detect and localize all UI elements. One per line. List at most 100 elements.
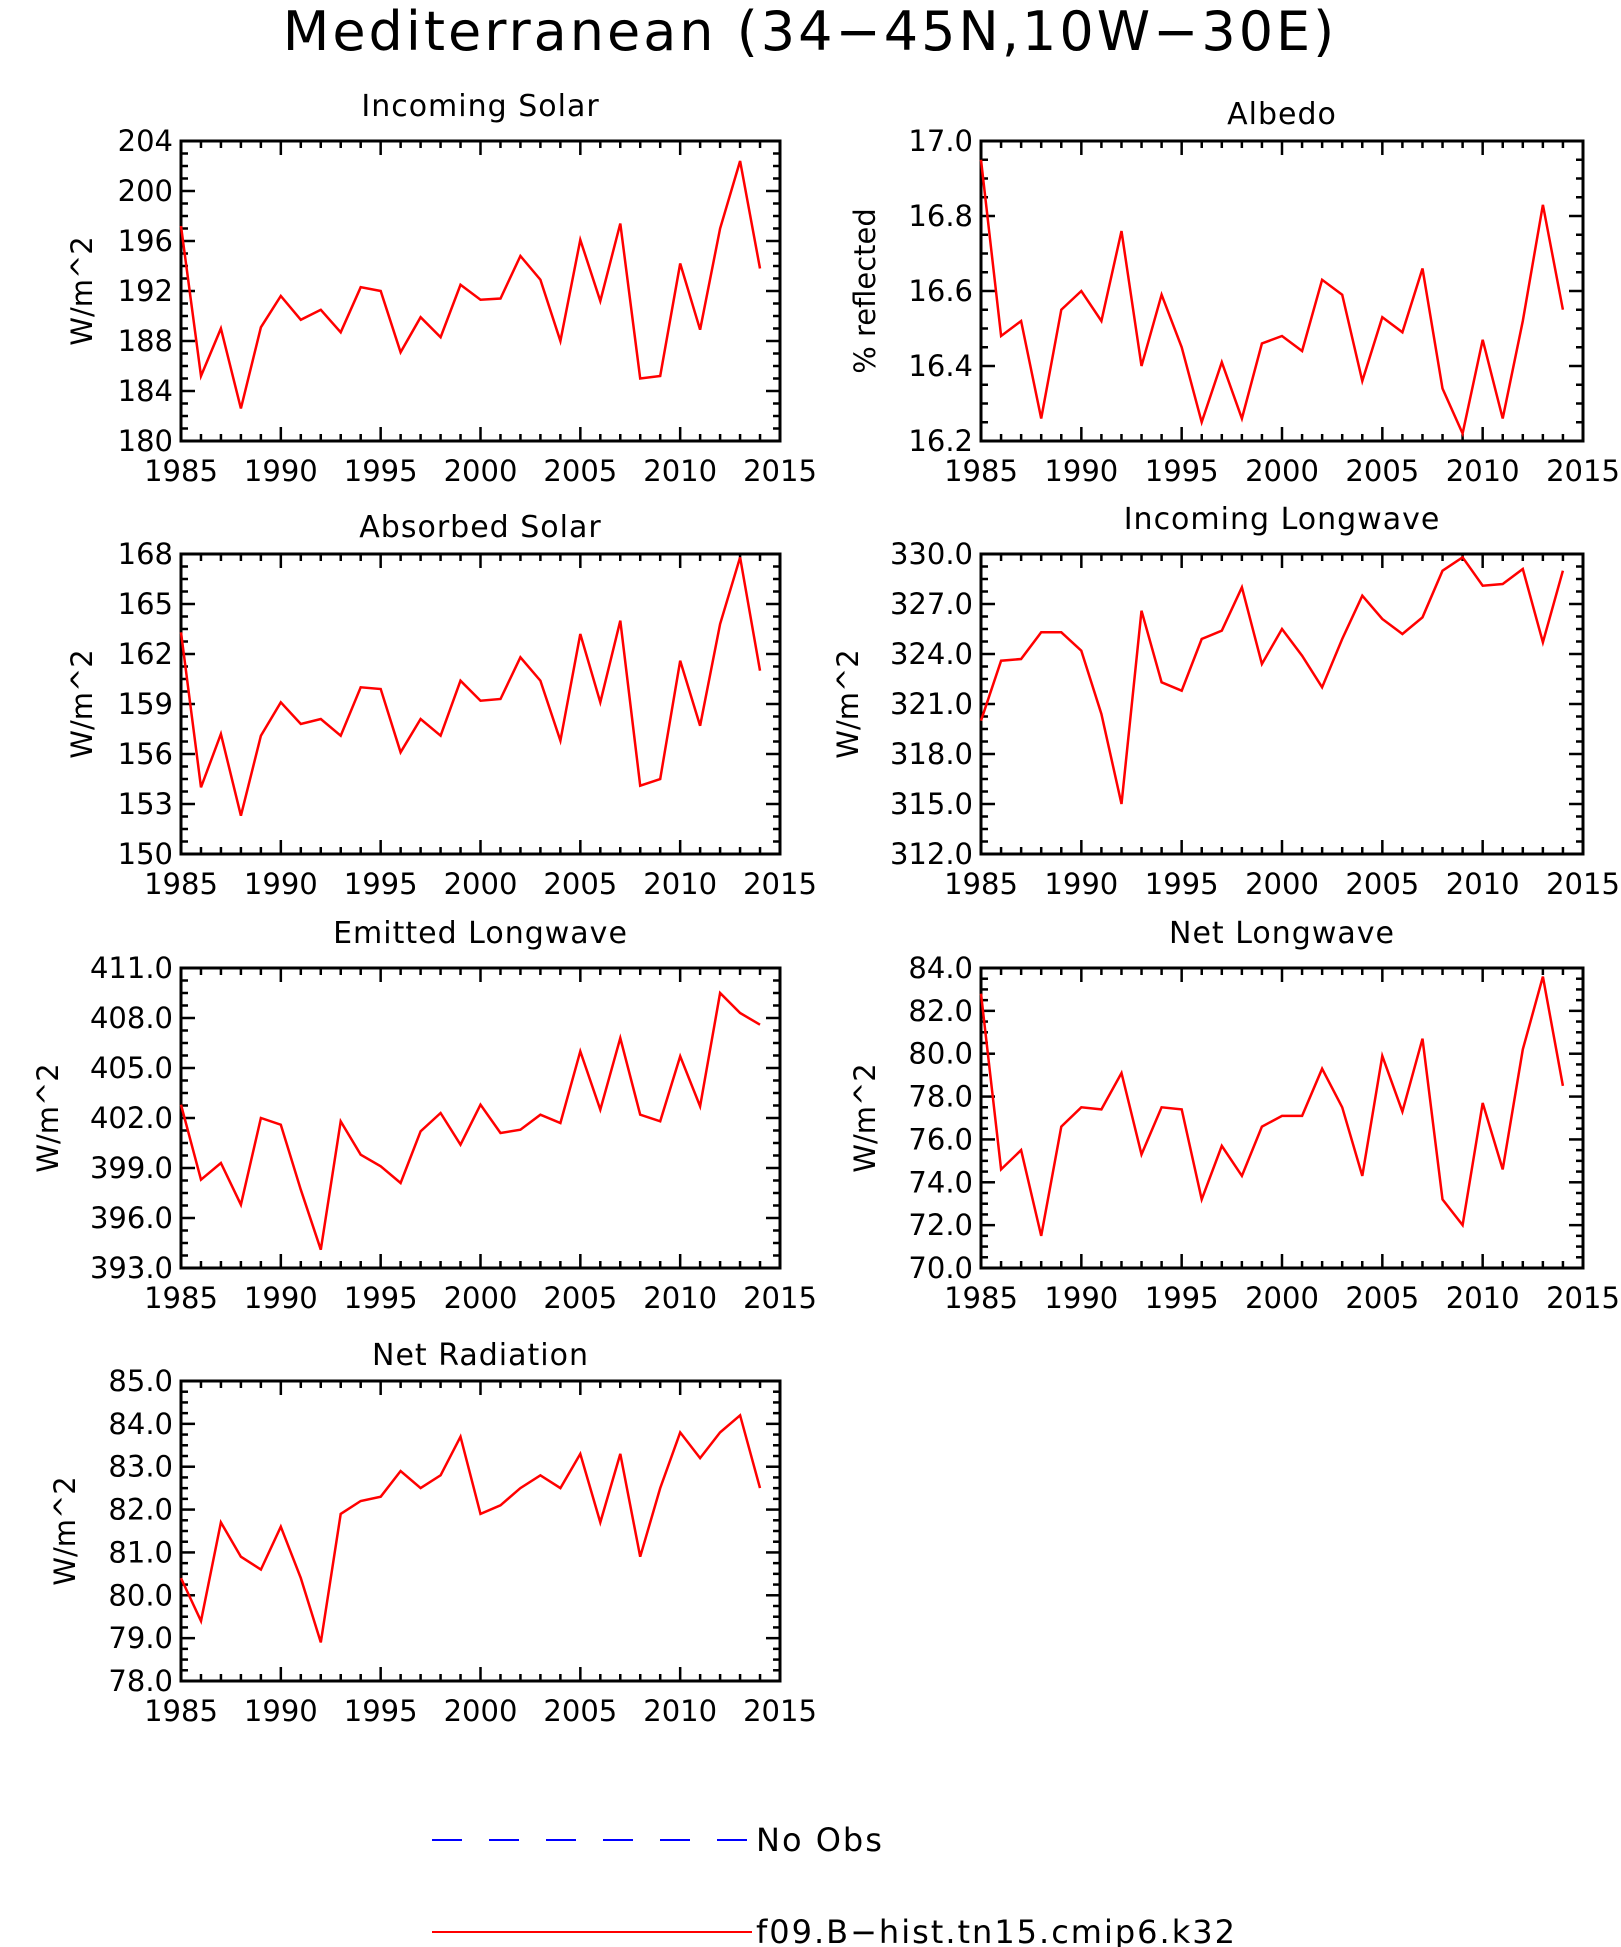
x-tick-label: 2005	[1345, 454, 1419, 488]
y-tick-label: 180	[118, 424, 173, 458]
y-tick-label: 196	[118, 224, 173, 258]
series-line-model	[179, 990, 761, 1251]
series-line-model	[979, 976, 1565, 1237]
y-tick-label: 327.0	[890, 587, 973, 621]
series-line-model	[979, 555, 1565, 805]
x-tick-label: 1995	[344, 1281, 418, 1315]
x-tick-label: 2015	[1546, 454, 1620, 488]
x-tick-label: 1990	[244, 1281, 318, 1315]
y-tick-label: 16.8	[908, 199, 973, 233]
y-tick-label: 82.0	[908, 994, 973, 1028]
y-tick-label: 16.2	[908, 424, 973, 458]
x-tick-label: 2005	[543, 1694, 617, 1728]
plot-frame	[979, 139, 1585, 443]
x-tick-label: 2010	[643, 454, 717, 488]
x-tick-label: 1995	[344, 454, 418, 488]
x-tick-label: 2015	[743, 867, 817, 901]
y-tick-label: 312.0	[890, 837, 973, 871]
x-tick-label: 1990	[244, 867, 318, 901]
x-tick-label: 2010	[643, 1281, 717, 1315]
plot-frame	[179, 966, 782, 1270]
x-tick-label: 2000	[1245, 1281, 1319, 1315]
y-tick-label: 150	[118, 837, 173, 871]
y-tick-label: 70.0	[908, 1251, 973, 1285]
y-tick-label: 315.0	[890, 787, 973, 821]
y-tick-label: 324.0	[890, 637, 973, 671]
y-axis-label: W/m^2	[848, 1063, 882, 1172]
series-line-model	[179, 160, 762, 409]
panel-title: Net Longwave	[1169, 916, 1395, 951]
x-tick-label: 2015	[1546, 867, 1620, 901]
y-tick-label: 393.0	[90, 1251, 173, 1285]
y-axis-label: % reflected	[848, 208, 882, 374]
y-tick-label: 405.0	[90, 1051, 173, 1085]
x-tick-label: 1985	[944, 1281, 1018, 1315]
y-tick-label: 84.0	[908, 951, 973, 985]
x-tick-label: 1985	[944, 867, 1018, 901]
y-tick-label: 165	[118, 587, 173, 621]
y-tick-label: 78.0	[908, 1080, 973, 1114]
x-tick-label: 2015	[743, 1281, 817, 1315]
x-tick-label: 1990	[244, 454, 318, 488]
x-tick-label: 1995	[1145, 867, 1219, 901]
y-tick-label: 85.0	[108, 1364, 173, 1398]
x-tick-label: 2000	[444, 1281, 518, 1315]
y-tick-label: 76.0	[908, 1122, 973, 1156]
y-tick-label: 80.0	[908, 1037, 973, 1071]
x-tick-label: 2000	[444, 867, 518, 901]
y-tick-label: 79.0	[108, 1621, 173, 1655]
y-tick-label: 17.0	[908, 124, 973, 158]
panels: 1985 1990 1995 2000 2005 2010 2015 180 184 188 192…	[31, 89, 1620, 1728]
plot-frame	[179, 552, 782, 856]
y-tick-label: 399.0	[90, 1151, 173, 1185]
x-tick-label: 2000	[444, 1694, 518, 1728]
y-tick-label: 321.0	[890, 687, 973, 721]
y-tick-label: 192	[118, 274, 173, 308]
y-tick-label: 78.0	[108, 1664, 173, 1698]
x-tick-label: 2010	[1446, 454, 1520, 488]
y-tick-label: 408.0	[90, 1001, 173, 1035]
x-tick-label: 2005	[1345, 1281, 1419, 1315]
y-axis-label: W/m^2	[831, 649, 865, 758]
y-tick-label: 74.0	[908, 1165, 973, 1199]
x-tick-label: 2000	[1245, 867, 1319, 901]
chart-panel-3: 1985 1990 1995 2000 2005 2010 2015 150 153 156 159…	[65, 510, 817, 901]
y-axis-label: W/m^2	[65, 649, 99, 758]
y-tick-label: 330.0	[890, 537, 973, 571]
y-tick-label: 156	[118, 737, 173, 771]
panel-title: Emitted Longwave	[333, 916, 628, 951]
y-tick-label: 402.0	[90, 1101, 173, 1135]
y-tick-label: 168	[118, 537, 173, 571]
chart-panel-5: 1985 1990 1995 2000 2005 2010 2015 393.0 396.0 39…	[31, 916, 817, 1315]
x-tick-label: 1990	[244, 1694, 318, 1728]
x-tick-label: 1985	[144, 1281, 218, 1315]
series-line-model	[179, 1413, 762, 1643]
x-tick-label: 2010	[1446, 1281, 1520, 1315]
x-tick-label: 2010	[643, 867, 717, 901]
plot-frame	[179, 139, 782, 443]
figure-title: Mediterranean (34−45N,10W−30E)	[283, 0, 1338, 63]
y-tick-label: 72.0	[908, 1208, 973, 1242]
x-tick-label: 1985	[944, 454, 1018, 488]
x-tick-label: 2010	[1446, 867, 1520, 901]
x-tick-label: 2005	[543, 454, 617, 488]
x-tick-label: 2005	[543, 1281, 617, 1315]
x-tick-label: 2010	[643, 1694, 717, 1728]
plot-frame	[179, 1379, 782, 1683]
y-tick-label: 81.0	[108, 1535, 173, 1569]
x-tick-label: 1995	[1145, 1281, 1219, 1315]
x-tick-label: 1995	[1145, 454, 1219, 488]
y-tick-label: 318.0	[890, 737, 973, 771]
y-tick-label: 16.6	[908, 274, 973, 308]
y-axis-label: W/m^2	[31, 1063, 65, 1172]
legend: No Obs f09.B−hist.tn15.cmip6.k32	[432, 1821, 1235, 1947]
x-tick-label: 1990	[1044, 1281, 1118, 1315]
y-tick-label: 153	[118, 787, 173, 821]
x-tick-label: 1995	[344, 1694, 418, 1728]
y-axis-label: W/m^2	[65, 236, 99, 345]
y-tick-label: 200	[118, 174, 173, 208]
y-tick-label: 82.0	[108, 1493, 173, 1527]
y-tick-label: 83.0	[108, 1450, 173, 1484]
chart-panel-1: 1985 1990 1995 2000 2005 2010 2015 180 184 188 192…	[65, 89, 817, 488]
